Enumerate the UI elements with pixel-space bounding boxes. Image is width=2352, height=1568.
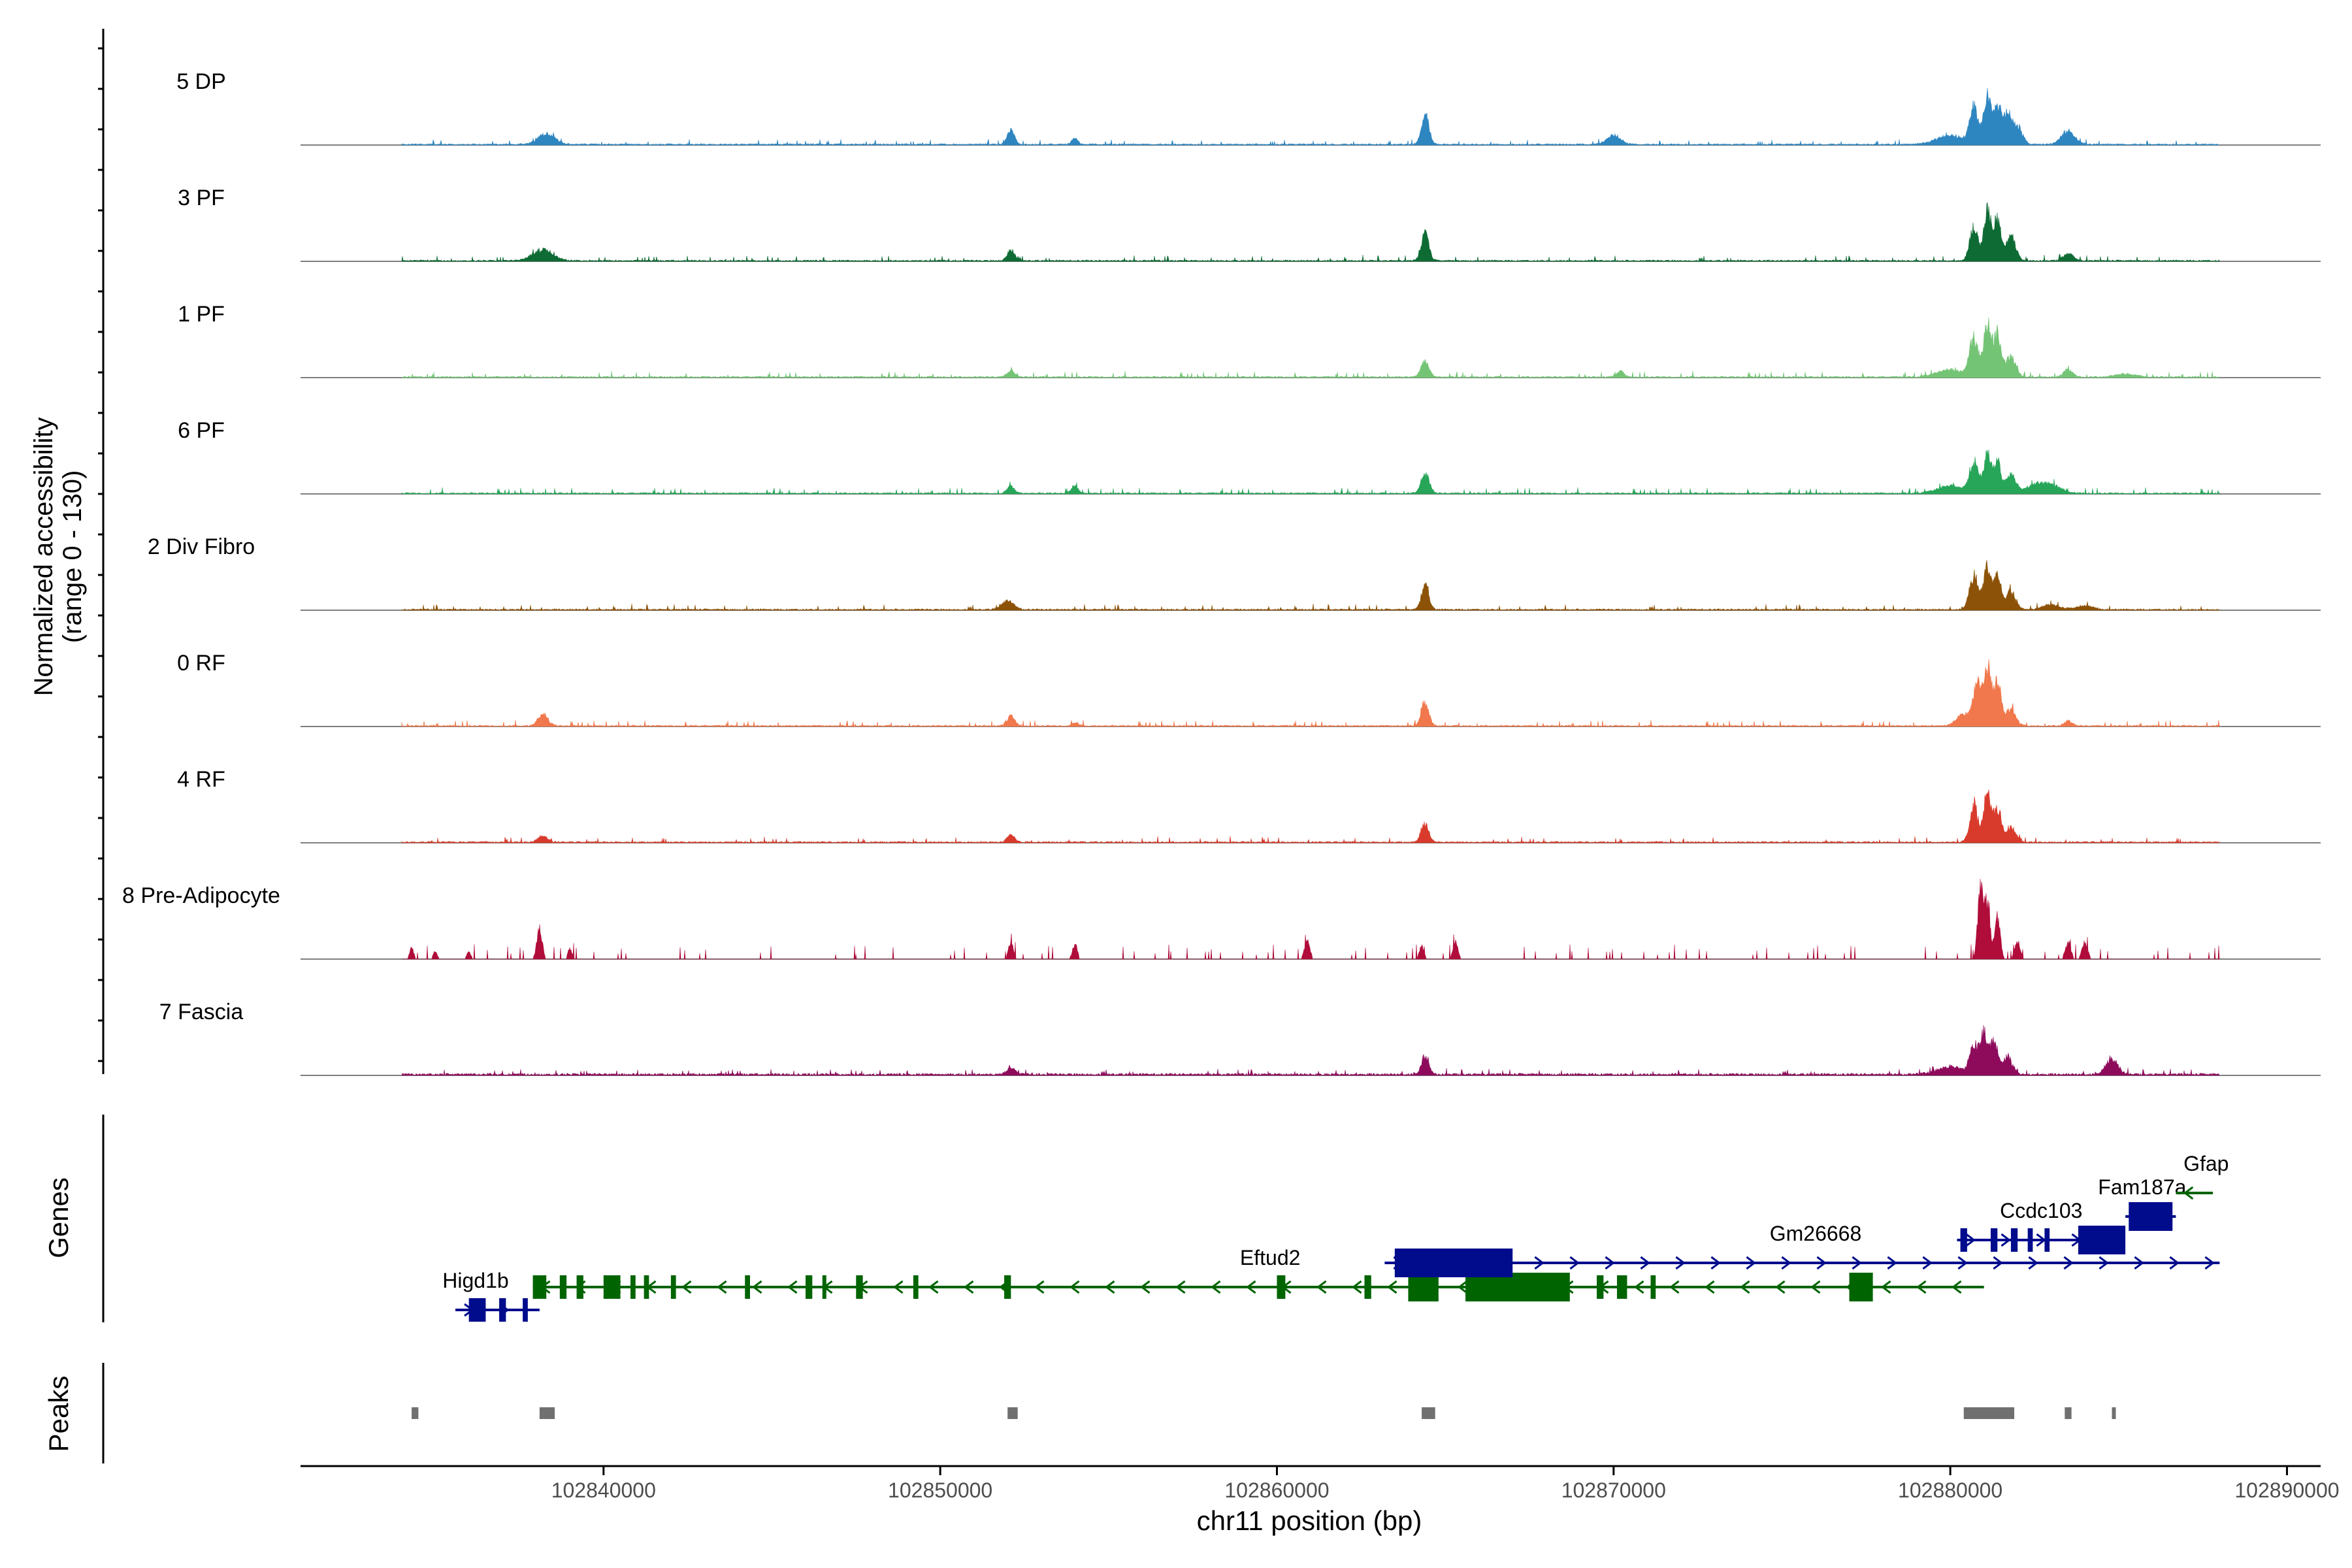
exon [1004, 1275, 1011, 1299]
peak-region [2112, 1407, 2116, 1419]
exon [1960, 1228, 1967, 1252]
exon [1364, 1275, 1371, 1299]
x-axis-ticks: 102840000 102850000 102860000 102870000 1028… [551, 1466, 2340, 1502]
exon [670, 1275, 676, 1299]
coverage-area [401, 560, 2220, 611]
exon [745, 1275, 750, 1299]
y-axis-label-line2: (range 0 - 130) [58, 470, 87, 644]
gene-gfap: Gfap [2176, 1152, 2229, 1200]
exon [1394, 1249, 1513, 1277]
gene-ccdc103: Ccdc103 [1957, 1199, 2126, 1254]
exon [1650, 1275, 1656, 1299]
gene-label: Gfap [2183, 1152, 2229, 1175]
x-tick-label: 102840000 [551, 1478, 656, 1502]
exon [603, 1275, 621, 1299]
exon [2010, 1228, 2018, 1252]
exon [822, 1275, 826, 1299]
coverage-area [401, 659, 2220, 727]
exon [559, 1275, 567, 1299]
exon [2027, 1228, 2033, 1252]
gene-label: Gm26668 [1770, 1222, 1862, 1245]
exon [806, 1275, 813, 1299]
peak-region [1007, 1407, 1018, 1419]
track-label: 8 Pre-Adipocyte [122, 883, 280, 908]
exon [499, 1298, 506, 1322]
x-axis-label: chr11 position (bp) [1197, 1505, 1422, 1536]
exon [2044, 1228, 2050, 1252]
peak-region [2065, 1407, 2072, 1419]
exon [630, 1275, 636, 1299]
exon [576, 1275, 583, 1299]
exon [856, 1275, 863, 1299]
exon [1616, 1275, 1627, 1299]
exon [2078, 1226, 2126, 1254]
coverage-area [401, 449, 2220, 495]
peak-region [1963, 1407, 2015, 1419]
track-label: 7 Fascia [159, 1000, 244, 1024]
exon [468, 1298, 486, 1322]
gene-label: Eftud2 [1240, 1246, 1301, 1269]
track-label: 2 Div Fibro [148, 534, 255, 559]
track-label: 5 DP [176, 69, 226, 94]
exon [1408, 1273, 1439, 1301]
coverage-area [401, 789, 2220, 843]
track-label: 3 PF [178, 186, 225, 210]
exon [913, 1275, 919, 1299]
exon [1597, 1275, 1604, 1299]
track-label: 6 PF [178, 418, 225, 443]
peak-region [412, 1407, 419, 1419]
exon [644, 1275, 649, 1299]
coverage-tracks [301, 88, 2321, 1077]
track-label: 0 RF [177, 651, 225, 676]
gene-gm26668: Gm26668 [1384, 1222, 2220, 1277]
gene-label: Fam187a [2098, 1175, 2186, 1199]
x-tick-label: 102870000 [1561, 1478, 1666, 1502]
coverage-area [401, 202, 2220, 262]
x-tick-label: 102860000 [1224, 1478, 1329, 1502]
coverage-area [401, 88, 2220, 146]
coverage-y-ticks [98, 47, 103, 1062]
exon [1849, 1273, 1873, 1301]
exon [532, 1275, 547, 1299]
exon [1990, 1228, 1998, 1252]
gene-fam187a: Fam187a [2098, 1175, 2187, 1231]
x-tick-label: 102850000 [888, 1478, 992, 1502]
gene-label: Higd1b [442, 1269, 508, 1292]
exon [523, 1298, 528, 1322]
peak-region [1422, 1407, 1435, 1419]
x-tick-label: 102880000 [1898, 1478, 2002, 1502]
peaks-panel-label: Peaks [43, 1376, 74, 1452]
genes-panel-label: Genes [43, 1177, 74, 1258]
track-labels: 5 DP 3 PF 1 PF 6 PF 2 Div Fibro 0 RF 4 RF 8 Pre… [122, 69, 280, 1024]
peak-regions [412, 1407, 2116, 1419]
track-label: 1 PF [178, 302, 225, 327]
gene-higd1b: Higd1b [442, 1269, 540, 1322]
coverage-area [402, 879, 2220, 960]
peak-region [539, 1407, 555, 1419]
track-label: 4 RF [177, 767, 225, 792]
gene-label: Ccdc103 [2000, 1199, 2082, 1222]
exon [2129, 1202, 2173, 1231]
y-axis-label-line1: Normalized accessibility [29, 417, 58, 696]
exon [1465, 1273, 1570, 1301]
x-tick-label: 102890000 [2234, 1478, 2339, 1502]
gene-eftud2: Eftud2 [532, 1246, 1984, 1301]
coverage-area [401, 1024, 2220, 1077]
exon [1277, 1275, 1286, 1299]
coverage-area [401, 318, 2220, 378]
